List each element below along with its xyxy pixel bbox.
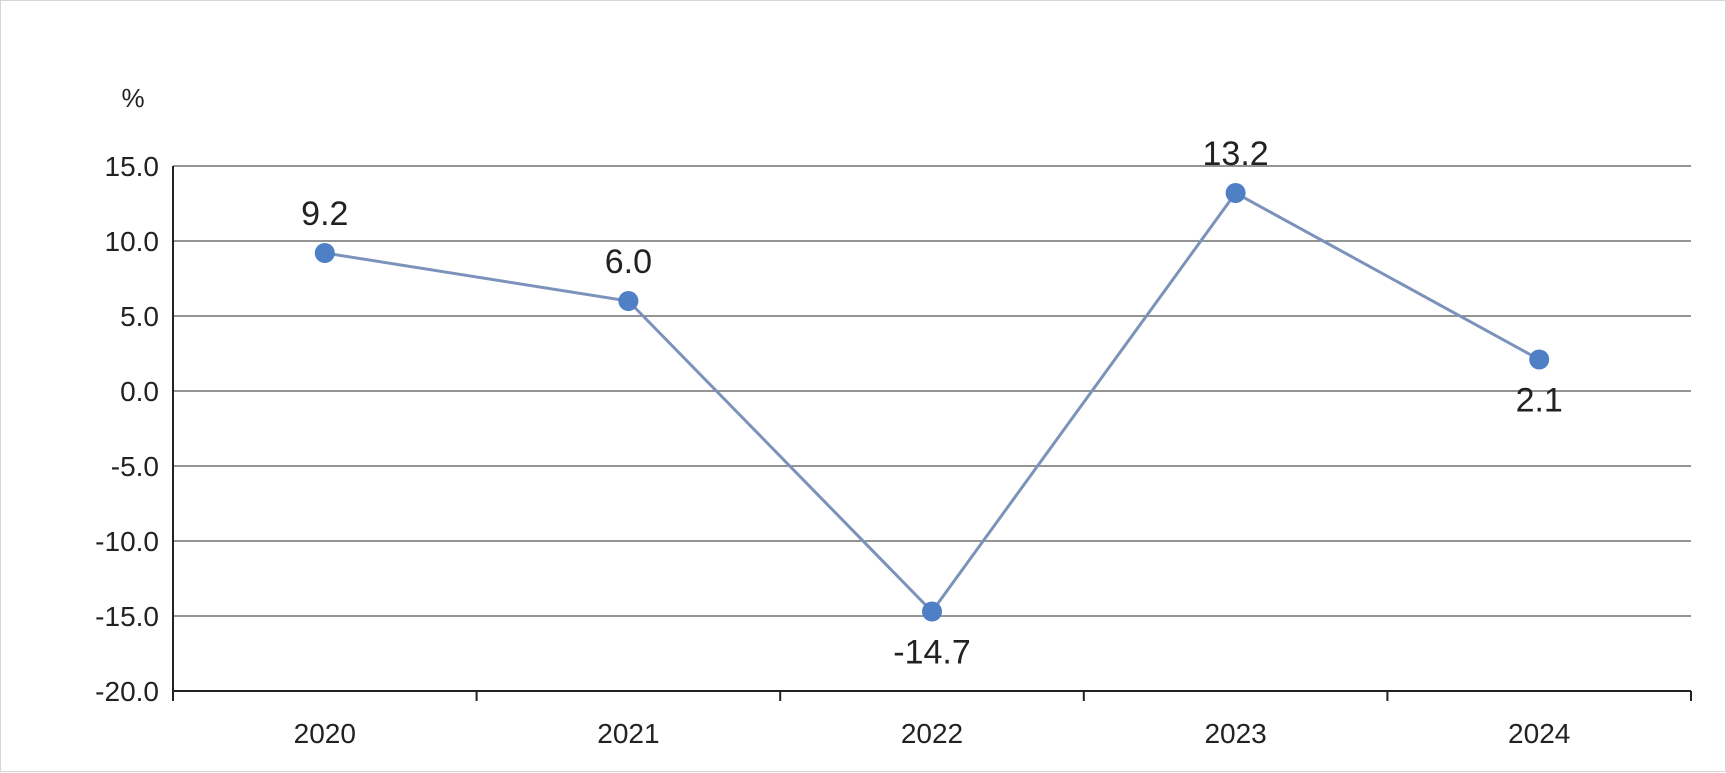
data-label: 2.1 (1516, 382, 1563, 420)
data-points (314, 183, 1550, 622)
y-tick-label: 5.0 (120, 301, 159, 332)
y-tick-labels: 15.0 10.0 5.0 0.0 -5.0 -10.0 -15.0 -20.0 (95, 151, 159, 707)
series-line (324, 191, 1540, 614)
y-tick-label: 15.0 (105, 151, 160, 182)
data-label: 6.0 (605, 243, 652, 281)
y-tick-label: 10.0 (105, 226, 160, 257)
axes (172, 166, 1692, 701)
x-tick-label: 2024 (1508, 718, 1570, 749)
y-tick-label: -20.0 (95, 676, 159, 707)
data-point (618, 291, 639, 311)
x-tick-label: 2020 (294, 718, 356, 749)
y-unit-label: % (121, 83, 144, 113)
y-tick-label: -15.0 (95, 601, 159, 632)
data-point (922, 601, 942, 622)
data-label: -14.7 (893, 634, 971, 672)
data-point (1225, 183, 1246, 203)
y-tick-label: 0.0 (120, 376, 159, 407)
x-tick-label: 2022 (901, 718, 963, 749)
x-tick-label: 2021 (597, 718, 659, 749)
x-tick-labels: 2020 2021 2022 2023 2024 (294, 718, 1571, 749)
data-label: 13.2 (1203, 135, 1269, 173)
y-tick-label: -10.0 (95, 526, 159, 557)
data-labels: 9.2 6.0 -14.7 13.2 2.1 (301, 135, 1563, 672)
y-tick-label: -5.0 (111, 451, 159, 482)
data-point (314, 243, 335, 263)
data-point (1529, 349, 1550, 370)
x-tick-label: 2023 (1204, 718, 1266, 749)
data-label: 9.2 (301, 195, 348, 233)
grid-lines (173, 165, 1691, 617)
series-polyline (324, 191, 1540, 614)
